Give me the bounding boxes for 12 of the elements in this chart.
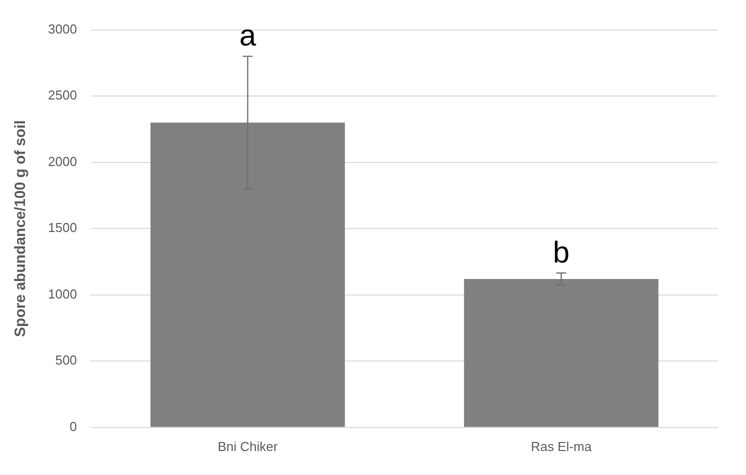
y-tick-label: 2000 [48, 154, 77, 169]
y-tick-label: 3000 [48, 21, 77, 36]
y-tick-label: 500 [55, 352, 77, 368]
annotation: b [552, 236, 570, 270]
y-tick-label: 0 [70, 418, 77, 434]
x-tick-label: Bni Chiker [218, 438, 278, 454]
y-tick-label: 2500 [48, 88, 77, 103]
y-tick-label: 1000 [48, 286, 77, 302]
y-axis-title: Spore abundance/100 g of soil [12, 120, 30, 337]
x-tick-label: Ras El-ma [530, 438, 592, 454]
y-tick-label: 1500 [48, 220, 77, 236]
annotation: a [239, 20, 256, 53]
